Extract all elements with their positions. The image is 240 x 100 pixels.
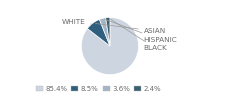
Wedge shape: [106, 17, 110, 46]
Text: BLACK: BLACK: [110, 19, 168, 51]
Legend: 85.4%, 8.5%, 3.6%, 2.4%: 85.4%, 8.5%, 3.6%, 2.4%: [36, 86, 161, 92]
Wedge shape: [81, 17, 138, 75]
Text: ASIAN: ASIAN: [96, 24, 166, 34]
Text: WHITE: WHITE: [61, 19, 92, 25]
Text: HISPANIC: HISPANIC: [105, 19, 177, 43]
Wedge shape: [87, 19, 110, 46]
Wedge shape: [99, 18, 110, 46]
